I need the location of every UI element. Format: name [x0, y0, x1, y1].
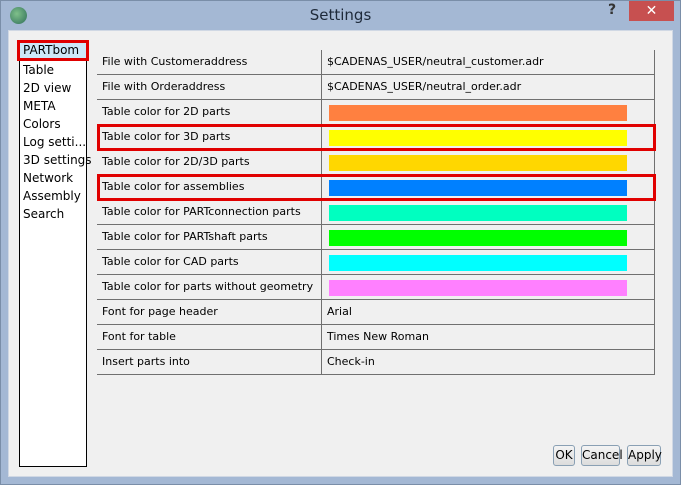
- setting-label: Font for page header: [102, 305, 218, 318]
- nav-item-3d-settings[interactable]: 3D settings: [23, 153, 92, 167]
- color-picker-cell[interactable]: [321, 100, 655, 124]
- color-swatch[interactable]: [329, 155, 627, 171]
- category-list[interactable]: PARTbom Table 2D view META Colors Log setti..…: [17, 40, 92, 467]
- setting-row: Table color for PARTconnection parts: [97, 200, 655, 225]
- setting-label: File with Orderaddress: [102, 80, 226, 93]
- color-picker-cell[interactable]: [321, 150, 655, 174]
- setting-value[interactable]: Arial: [321, 300, 655, 324]
- color-picker-cell[interactable]: [321, 225, 655, 249]
- setting-row: Table color for 3D parts: [97, 125, 655, 150]
- setting-value[interactable]: Check-in: [321, 350, 655, 374]
- setting-row: Table color for assemblies: [97, 175, 655, 200]
- nav-item-table[interactable]: Table: [23, 63, 55, 77]
- color-swatch[interactable]: [329, 255, 627, 271]
- nav-item-partbom[interactable]: PARTbom: [17, 40, 89, 61]
- color-swatch[interactable]: [329, 230, 627, 246]
- window-title: Settings: [309, 6, 372, 24]
- color-picker-cell[interactable]: [321, 200, 655, 224]
- help-button[interactable]: ?: [608, 2, 617, 18]
- setting-label: Table color for CAD parts: [102, 255, 239, 268]
- nav-item-log-setti[interactable]: Log setti...: [23, 135, 87, 149]
- setting-value[interactable]: $CADENAS_USER/neutral_order.adr: [321, 75, 655, 99]
- setting-label: Font for table: [102, 330, 176, 343]
- setting-row: Table color for 2D/3D parts: [97, 150, 655, 175]
- nav-item-search[interactable]: Search: [23, 207, 65, 221]
- setting-row: Table color for parts without geometry: [97, 275, 655, 300]
- nav-item-assembly[interactable]: Assembly: [23, 189, 81, 203]
- color-picker-cell[interactable]: [321, 125, 655, 149]
- setting-label: Table color for PARTshaft parts: [102, 230, 268, 243]
- apply-button[interactable]: Apply: [627, 445, 662, 466]
- setting-row: File with Customeraddress $CADENAS_USER/n…: [97, 50, 655, 75]
- setting-label: Table color for PARTconnection parts: [102, 205, 301, 218]
- nav-item-2d-view[interactable]: 2D view: [23, 81, 72, 95]
- setting-row: Insert parts into Check-in: [97, 350, 655, 375]
- setting-row: File with Orderaddress $CADENAS_USER/neut…: [97, 75, 655, 100]
- setting-row: Table color for PARTshaft parts: [97, 225, 655, 250]
- color-picker-cell[interactable]: [321, 250, 655, 274]
- setting-label: Table color for 3D parts: [102, 130, 231, 143]
- setting-value[interactable]: $CADENAS_USER/neutral_customer.adr: [321, 50, 655, 74]
- setting-label: File with Customeraddress: [102, 55, 248, 68]
- color-swatch[interactable]: [329, 130, 627, 146]
- nav-item-network[interactable]: Network: [23, 171, 74, 185]
- setting-label: Insert parts into: [102, 355, 190, 368]
- setting-row: Table color for CAD parts: [97, 250, 655, 275]
- setting-label: Table color for 2D parts: [102, 105, 231, 118]
- setting-row: Table color for 2D parts: [97, 100, 655, 125]
- color-picker-cell[interactable]: [321, 175, 655, 199]
- close-button[interactable]: ✕: [629, 1, 674, 21]
- setting-value[interactable]: Times New Roman: [321, 325, 655, 349]
- color-swatch[interactable]: [329, 180, 627, 196]
- app-icon: [10, 7, 27, 24]
- setting-row: Font for table Times New Roman: [97, 325, 655, 350]
- setting-row: Font for page header Arial: [97, 300, 655, 325]
- cancel-button[interactable]: Cancel: [581, 445, 623, 466]
- client-area: [8, 30, 673, 477]
- color-swatch[interactable]: [329, 205, 627, 221]
- ok-button[interactable]: OK: [553, 445, 575, 466]
- setting-label: Table color for 2D/3D parts: [102, 155, 250, 168]
- color-swatch[interactable]: [329, 105, 627, 121]
- setting-label: Table color for assemblies: [102, 180, 245, 193]
- nav-item-colors[interactable]: Colors: [23, 117, 61, 131]
- settings-table: File with Customeraddress $CADENAS_USER/n…: [97, 50, 656, 375]
- color-picker-cell[interactable]: [321, 275, 655, 299]
- nav-item-meta[interactable]: META: [23, 99, 56, 113]
- color-swatch[interactable]: [329, 280, 627, 296]
- setting-label: Table color for parts without geometry: [102, 280, 314, 293]
